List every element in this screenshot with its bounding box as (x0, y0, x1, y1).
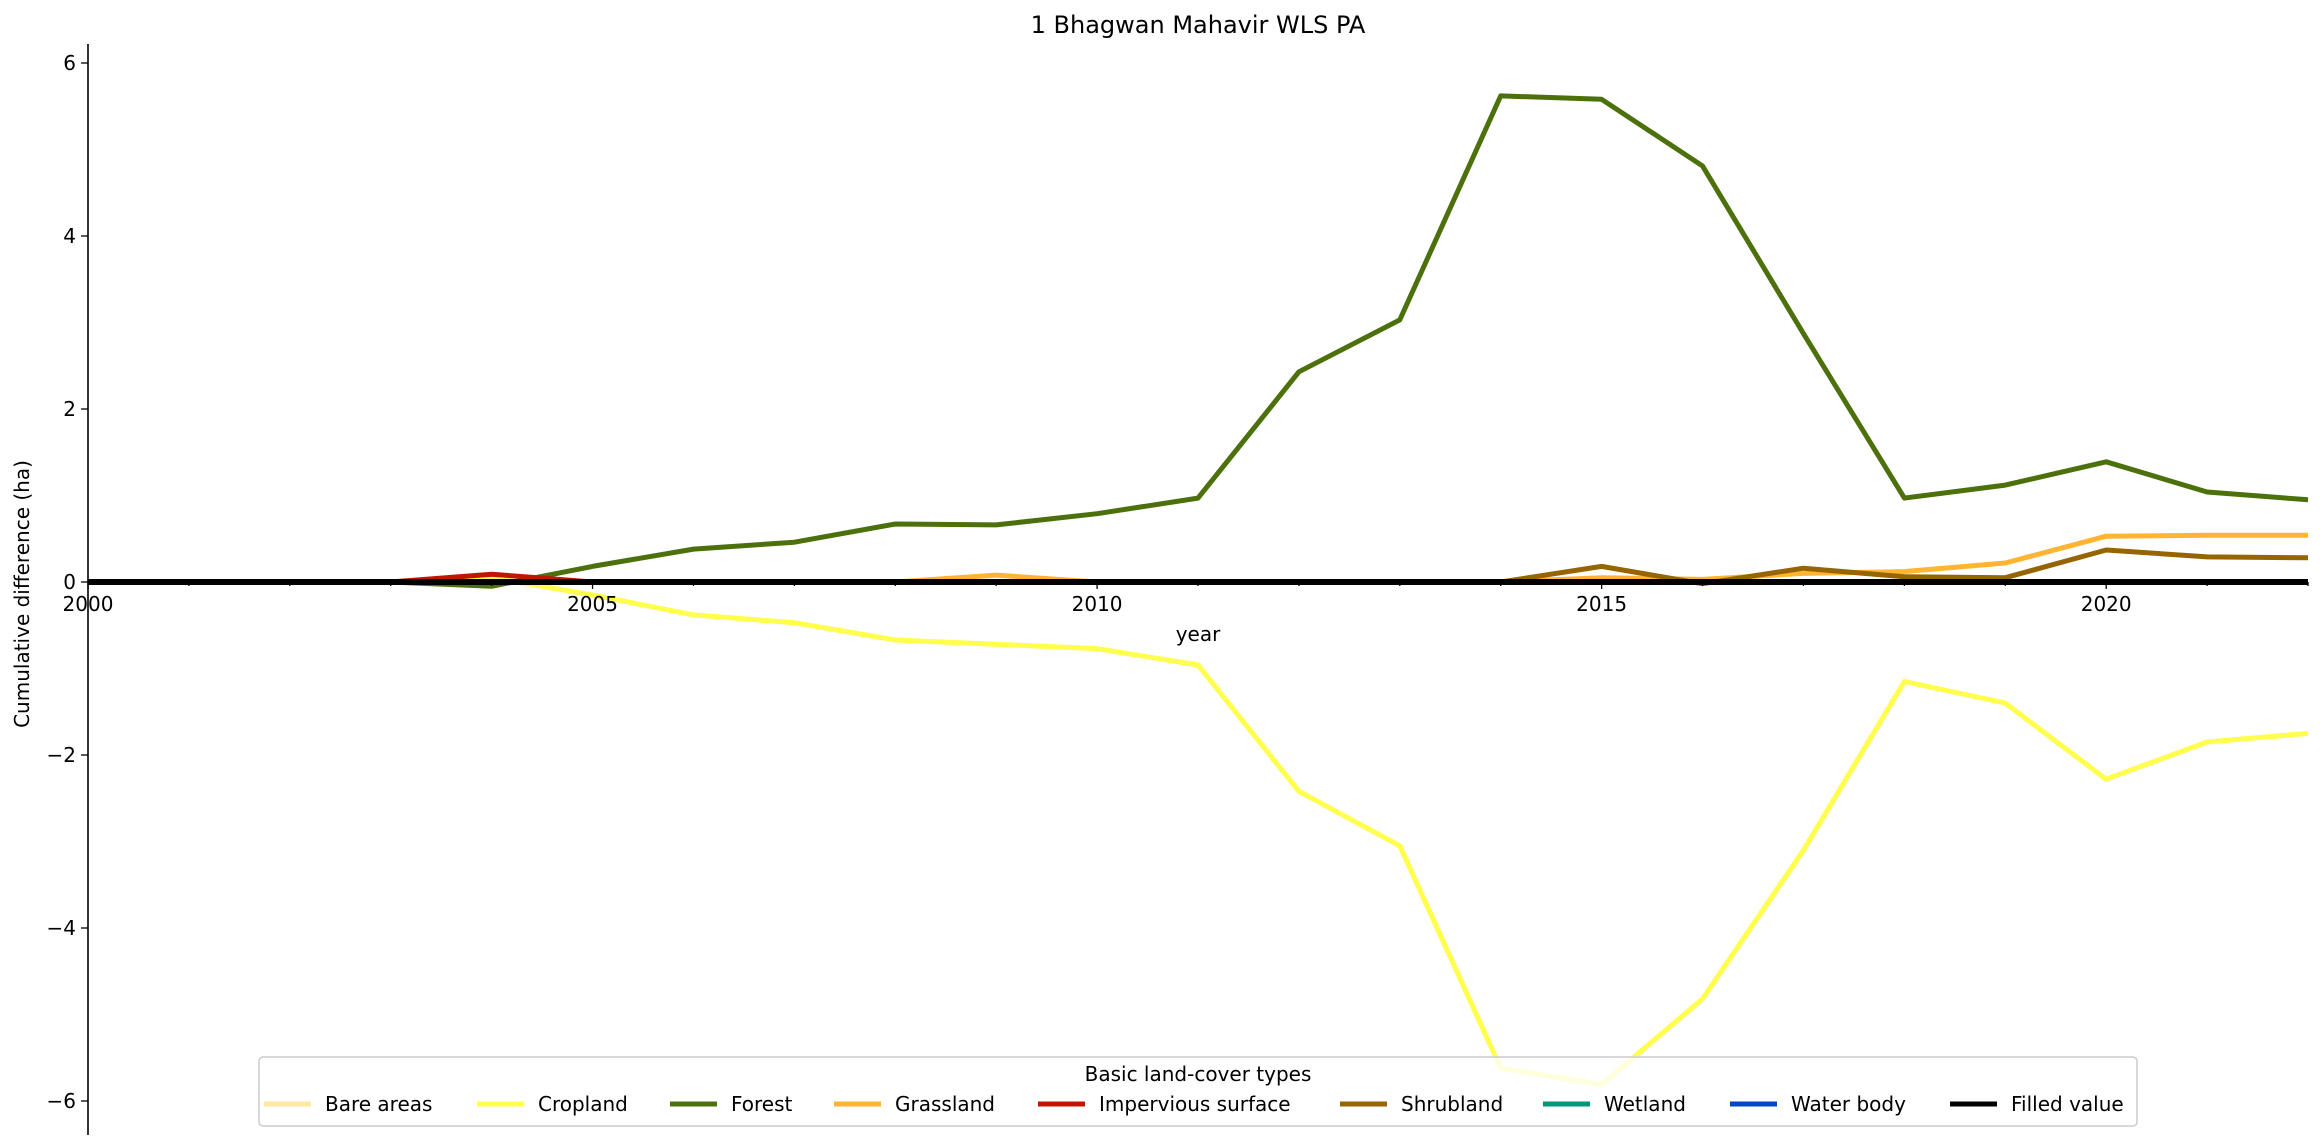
plot-lines (88, 93, 2309, 1088)
legend-label-wetland: Wetland (1604, 1092, 1686, 1116)
legend-title: Basic land-cover types (1085, 1062, 1312, 1086)
y-tick-label: −6 (47, 1089, 76, 1113)
series-line-cropland (88, 575, 2309, 1088)
legend-label-grassland: Grassland (895, 1092, 995, 1116)
y-ticks: −6 −4 −2 0 2 4 6 (47, 51, 88, 1113)
y-tick-label: 2 (63, 397, 76, 421)
legend-label-forest: Forest (731, 1092, 793, 1116)
x-tick-label: 2015 (1576, 592, 1627, 616)
chart-title: 1 Bhagwan Mahavir WLS PA (1031, 11, 1366, 39)
x-ticks: 2000 2005 2010 2015 2020 (63, 582, 2309, 616)
legend-label-filled-value: Filled value (2011, 1092, 2124, 1116)
legend-label-shrubland: Shrubland (1401, 1092, 1503, 1116)
legend-label-bare-areas: Bare areas (325, 1092, 432, 1116)
x-tick-label: 2020 (2081, 592, 2132, 616)
legend-label-cropland: Cropland (538, 1092, 628, 1116)
x-tick-label: 2000 (63, 592, 114, 616)
y-tick-label: 4 (63, 224, 76, 248)
x-tick-label: 2010 (1072, 592, 1123, 616)
legend-label-impervious-surface: Impervious surface (1099, 1092, 1291, 1116)
y-axis-label: Cumulative difference (ha) (10, 460, 34, 728)
y-tick-label: −2 (47, 743, 76, 767)
series-line-forest (88, 93, 2309, 589)
legend-box (258, 1056, 2138, 1127)
y-tick-label: 6 (63, 51, 76, 75)
legend-items: Bare areas Cropland Forest Grassland Impervi… (264, 1092, 2124, 1116)
y-tick-label: 0 (63, 570, 76, 594)
x-tick-label: 2005 (567, 592, 618, 616)
x-axis-label: year (1176, 622, 1221, 646)
y-tick-label: −4 (47, 916, 76, 940)
legend: Basic land-cover types Bare areas Croplan… (258, 1056, 2138, 1127)
legend-label-water-body: Water body (1791, 1092, 1906, 1116)
